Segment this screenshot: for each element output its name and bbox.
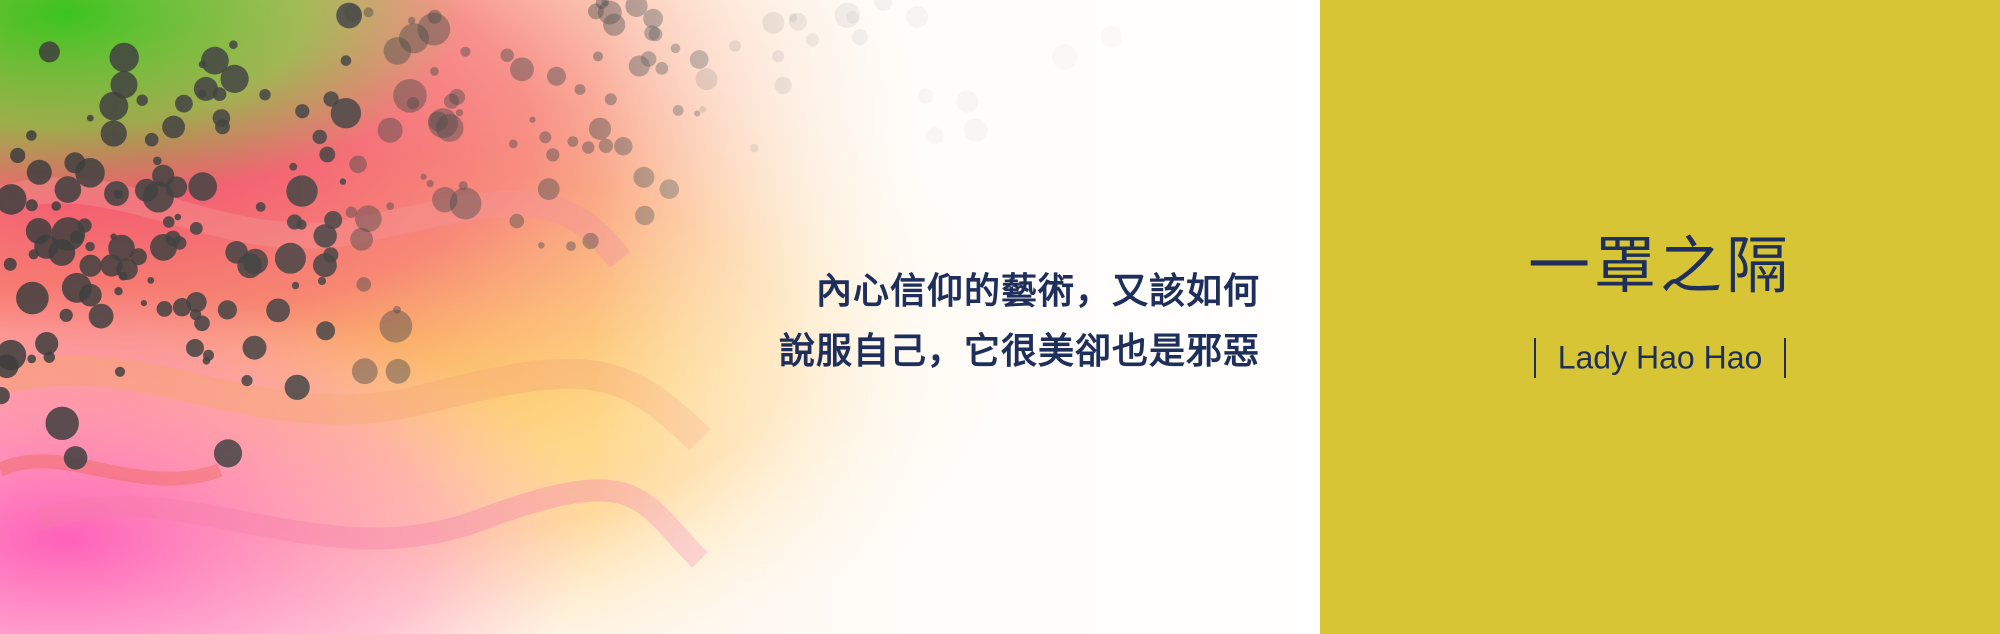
author-name: Lady Hao Hao	[1557, 339, 1763, 376]
abstract-art-background: 內心信仰的藝術，又該如何 說服自己，它很美卻也是邪惡	[0, 0, 1320, 634]
title-panel: 一罩之隔 Lady Hao Hao	[1320, 0, 2000, 634]
abstract-art-image	[0, 0, 1320, 634]
quote-line-2: 說服自己，它很美卻也是邪惡	[778, 331, 1260, 372]
author-label: Lady Hao Hao	[1320, 330, 2000, 383]
divider-left	[1533, 337, 1536, 378]
quote-line-1: 內心信仰的藝術，又該如何	[815, 271, 1260, 312]
divider-right	[1784, 337, 1787, 378]
quote-text: 內心信仰的藝術，又該如何 說服自己，它很美卻也是邪惡	[779, 262, 1260, 382]
article-title: 一罩之隔	[1527, 229, 1792, 302]
